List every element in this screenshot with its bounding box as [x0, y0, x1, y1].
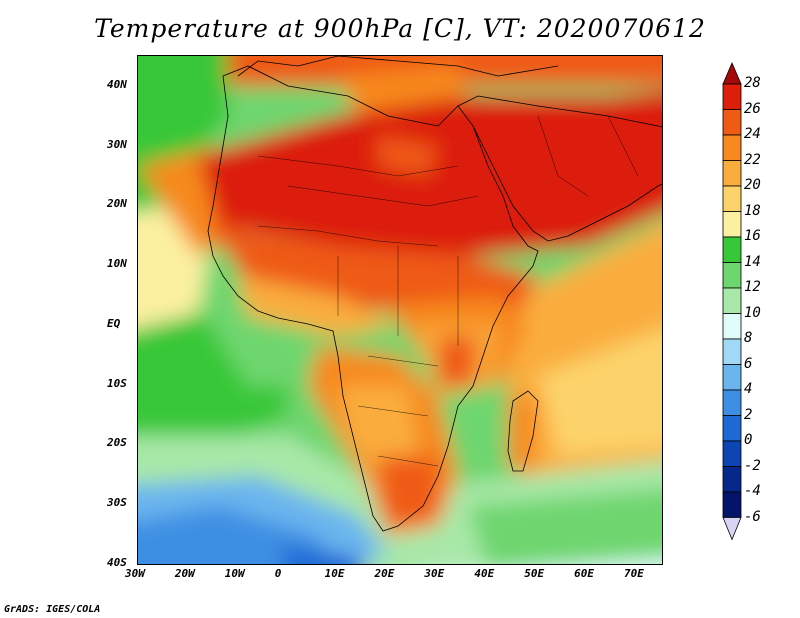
- map-panel: [137, 55, 663, 565]
- lon-tick-label: 10W: [224, 567, 245, 580]
- africa-coastline: [207, 65, 539, 532]
- colorbar-box: [722, 262, 742, 289]
- lon-tick-label: 20W: [174, 567, 195, 580]
- colorbar-label: 10: [744, 304, 761, 321]
- colorbar-box: [722, 389, 742, 416]
- arabia-coastline: [457, 95, 662, 128]
- lon-tick-label: 20E: [374, 567, 395, 580]
- temperature-map: [138, 56, 662, 564]
- red-sea-coast: [472, 125, 662, 242]
- colorbar-label: 22: [744, 151, 761, 168]
- colorbar-box: [722, 313, 742, 340]
- colorbar-label: 4: [744, 381, 753, 397]
- colorbar-box: [722, 211, 742, 238]
- map-title: Temperature at 900hPa [C], VT: 202007061…: [94, 14, 706, 43]
- lat-tick-label: 10N: [107, 257, 127, 271]
- lon-tick-label: 50E: [524, 567, 545, 580]
- lat-tick-label: 20S: [107, 436, 127, 450]
- colorbar-label: 2: [744, 406, 753, 423]
- lon-tick-label: 30E: [424, 567, 445, 580]
- colorbar-label: -4: [744, 483, 761, 499]
- lon-tick-label: 10E: [324, 567, 345, 580]
- credit-text: GrADS: IGES/COLA: [4, 604, 101, 615]
- lon-tick-label: 40E: [474, 567, 495, 580]
- colorbar-label: 26: [744, 100, 761, 117]
- colorbar-box: [722, 185, 742, 212]
- colorbar-box: [722, 287, 742, 314]
- colorbar-box: [722, 415, 742, 442]
- colorbar-label: -6: [744, 508, 761, 525]
- colorbar-label: 8: [744, 330, 753, 346]
- madagascar-coast: [507, 390, 539, 472]
- colorbar-box: [722, 466, 742, 493]
- europe-coast: [237, 56, 559, 77]
- colorbar-label: 28: [744, 75, 761, 91]
- lon-tick-label: 0: [274, 567, 282, 580]
- lon-tick-label: 30W: [125, 567, 145, 580]
- colorbar-label: 24: [744, 126, 761, 142]
- colorbar-label: 16: [744, 228, 761, 244]
- lon-tick-label: 60E: [574, 567, 595, 580]
- colorbar-box: [722, 83, 742, 110]
- colorbar-label: 6: [744, 355, 753, 372]
- colorbar-label: 14: [744, 253, 761, 270]
- colorbar-box: [722, 109, 742, 136]
- colorbar-top-arrow: [722, 62, 742, 85]
- lat-tick-label: 10S: [107, 376, 127, 390]
- colorbar: [722, 62, 742, 541]
- colorbar-label: 20: [744, 177, 761, 193]
- colorbar-box: [722, 134, 742, 161]
- colorbar-box: [722, 364, 742, 391]
- colorbar-label: 18: [744, 202, 761, 219]
- lat-tick-label: 40N: [107, 77, 127, 91]
- lat-tick-label: 30S: [107, 496, 127, 510]
- colorbar-label: -2: [744, 457, 761, 474]
- colorbar-bottom-arrow: [722, 517, 742, 541]
- lon-tick-label: 70E: [624, 567, 644, 580]
- colorbar-label: 12: [744, 279, 761, 295]
- colorbar-box: [722, 160, 742, 187]
- lat-tick-label: 30N: [107, 137, 127, 151]
- colorbar-label: 0: [744, 432, 753, 448]
- colorbar-box: [722, 338, 742, 365]
- lat-tick-label: 40S: [107, 556, 127, 569]
- colorbar-box: [722, 440, 742, 467]
- colorbar-box: [722, 236, 742, 263]
- colorbar-box: [722, 491, 742, 518]
- lat-tick-label: 20N: [107, 197, 127, 211]
- lat-tick-label: EQ: [107, 316, 121, 330]
